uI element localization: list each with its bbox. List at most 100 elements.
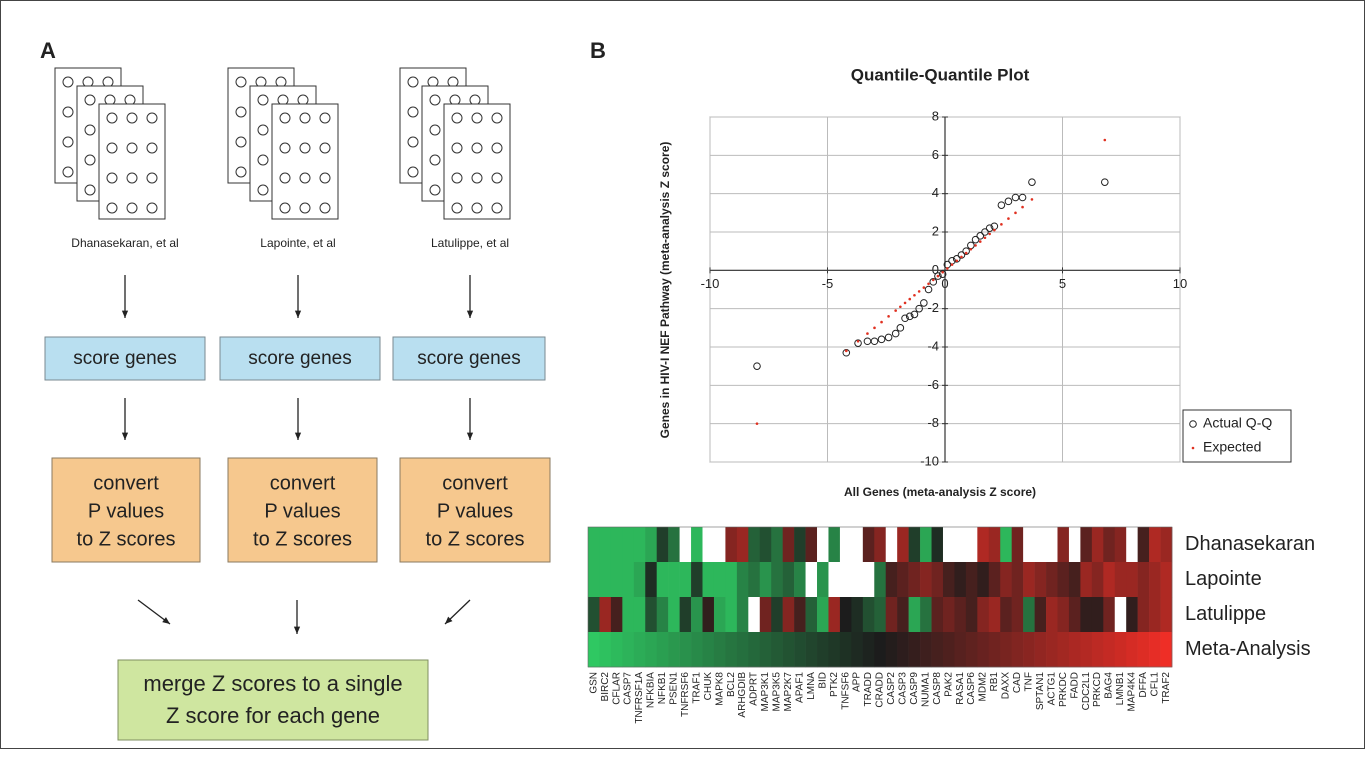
convert-step: convert	[270, 472, 336, 494]
heat-cell	[931, 527, 944, 563]
point	[1000, 223, 1003, 226]
heat-cell	[942, 562, 955, 598]
heat-cell	[862, 597, 875, 633]
column-label: ACTG1	[1046, 672, 1057, 706]
point	[1101, 178, 1109, 186]
array-spot	[84, 154, 96, 166]
y-tick-label: -4	[927, 338, 939, 353]
heat-cell	[817, 632, 829, 668]
array-spot	[126, 112, 138, 124]
column-label: NFKBIA	[646, 672, 657, 708]
x-tick-label: -5	[822, 276, 834, 291]
heat-cell	[725, 562, 738, 598]
array-spot	[257, 94, 269, 106]
point	[957, 251, 966, 259]
point	[880, 320, 883, 324]
array-spot	[319, 172, 331, 184]
heat-cell	[1137, 597, 1150, 633]
heat-cell	[588, 632, 600, 668]
column-label: LMNA	[806, 672, 817, 700]
point	[922, 286, 926, 289]
heat-cell	[885, 527, 898, 563]
heat-cell	[725, 527, 738, 563]
column-label: CASP7	[623, 672, 634, 705]
point	[974, 244, 977, 247]
x-axis-label: All Genes (meta-analysis Z score)	[844, 485, 1036, 499]
convert-step: to Z scores	[253, 528, 352, 550]
y-tick-label: 2	[932, 223, 939, 238]
heat-cell	[954, 597, 967, 633]
heat-cell	[656, 527, 669, 563]
score-step: score genes	[248, 348, 352, 369]
heat-cell	[633, 527, 646, 563]
point	[997, 201, 1006, 209]
point	[913, 293, 916, 297]
heat-cell	[1011, 597, 1024, 633]
heat-cell	[954, 527, 967, 563]
score-step: score genes	[73, 348, 177, 369]
array-spot	[62, 136, 74, 148]
heat-cell	[771, 597, 783, 633]
heat-cell	[1114, 597, 1127, 633]
point	[946, 267, 949, 270]
point	[887, 315, 890, 318]
legend-marker	[1191, 446, 1195, 450]
heat-cell	[1000, 597, 1012, 633]
heat-cell	[588, 527, 600, 563]
column-label: RB1	[989, 672, 1000, 692]
point	[903, 301, 907, 305]
column-label: CRADD	[875, 672, 886, 708]
heat-cell	[1114, 632, 1127, 668]
heat-cell	[1149, 632, 1161, 668]
column-label: CASP6	[966, 672, 977, 705]
heat-cell	[805, 597, 818, 633]
point	[910, 310, 919, 319]
heat-cell	[828, 632, 841, 668]
point	[1018, 193, 1027, 202]
y-tick-label: 0	[932, 262, 939, 277]
heat-cell	[599, 597, 612, 633]
heat-cell	[1023, 597, 1035, 633]
heat-cell	[1057, 597, 1070, 633]
heat-cell	[874, 562, 887, 598]
point	[1014, 211, 1017, 215]
heat-cell	[1011, 632, 1024, 668]
heat-cell	[988, 632, 1001, 668]
heat-cell	[897, 597, 909, 633]
heat-cell	[633, 632, 646, 668]
heat-cell	[610, 562, 623, 598]
heat-cell	[942, 597, 955, 633]
point	[845, 349, 848, 353]
legend-box	[1182, 409, 1292, 463]
heat-cell	[1091, 527, 1104, 563]
heat-cell	[1137, 527, 1150, 563]
heat-cell	[908, 527, 921, 563]
array-spot	[235, 106, 247, 118]
score-box	[392, 336, 546, 381]
array-spot	[84, 94, 96, 106]
heat-cell	[1160, 527, 1173, 563]
array-spot	[126, 202, 138, 214]
heat-cell	[645, 527, 658, 563]
heat-cell	[713, 597, 726, 633]
column-label: BID	[817, 672, 828, 689]
column-label: MAP3K1	[760, 672, 771, 712]
column-label: PSEN1	[669, 672, 680, 705]
heat-cell	[1137, 562, 1150, 598]
array-spot	[407, 166, 419, 178]
heat-cell	[977, 632, 990, 668]
array-spot	[491, 142, 503, 154]
column-label: DFFA	[1138, 672, 1149, 698]
point	[934, 272, 942, 280]
array-spot	[471, 112, 483, 124]
point	[927, 282, 930, 286]
heat-cell	[920, 632, 932, 668]
x-tick-label: 5	[1059, 276, 1066, 291]
heat-cell	[851, 632, 864, 668]
y-tick-label: -10	[920, 453, 939, 468]
column-label: TRAF1	[691, 672, 702, 704]
point	[1028, 178, 1036, 186]
y-tick-label: 6	[932, 147, 939, 162]
point	[941, 270, 944, 274]
column-label: PRKDC	[1058, 672, 1069, 707]
